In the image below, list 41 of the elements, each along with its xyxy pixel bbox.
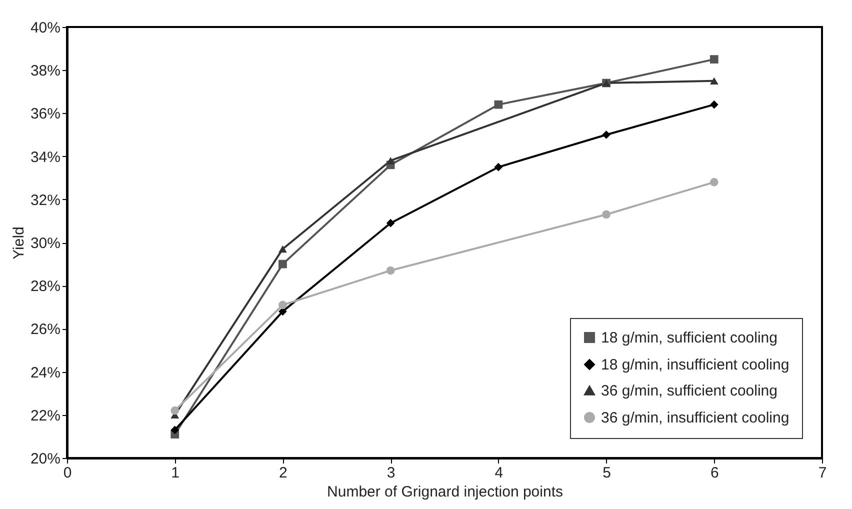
point (170, 426, 180, 434)
point (386, 266, 395, 275)
y-tick-label: 38% (30, 62, 60, 80)
y-tick-label: 26% (30, 321, 60, 338)
y-tick-label: 36% (30, 106, 60, 123)
y-tick-label: 22% (30, 407, 60, 424)
y-axis-title: Yield (10, 226, 28, 260)
point (710, 55, 718, 64)
legend-label: 18 g/min, insufficient cooling (601, 356, 790, 374)
x-tick-label: 0 (63, 464, 72, 482)
y-tick-label: 28% (30, 278, 60, 296)
point (710, 178, 718, 186)
x-tick-label: 7 (818, 464, 827, 482)
y-tick-label: 40% (30, 20, 60, 36)
y-tick-label: 34% (30, 148, 60, 166)
y-tick-label: 24% (30, 364, 60, 382)
point (278, 300, 287, 310)
point (386, 218, 395, 228)
x-tick-label: 4 (494, 464, 504, 482)
legend-label: 18 g/min, sufficient cooling (601, 330, 778, 346)
x-tick-label: 6 (710, 464, 719, 482)
y-tick-label: 32% (30, 192, 60, 209)
point (710, 77, 718, 84)
point (278, 260, 287, 268)
x-axis-title: Number of Grignard injection points (327, 484, 563, 500)
point (494, 100, 503, 109)
point (710, 100, 718, 109)
legend-label: 36 g/min, insufficient cooling (601, 410, 790, 426)
y-tick-label: 20% (30, 450, 60, 468)
point (494, 162, 503, 172)
point (602, 210, 610, 219)
y-tick-label: 30% (30, 235, 60, 252)
point (278, 245, 287, 253)
point (602, 130, 610, 139)
x-tick-label: 1 (171, 464, 180, 482)
point (170, 406, 180, 415)
legend-label: 36 g/min, sufficient cooling (601, 382, 778, 400)
x-tick-label: 3 (386, 464, 396, 482)
x-tick-label: 5 (602, 464, 611, 482)
x-tick-label: 2 (279, 464, 288, 482)
point (386, 156, 395, 164)
